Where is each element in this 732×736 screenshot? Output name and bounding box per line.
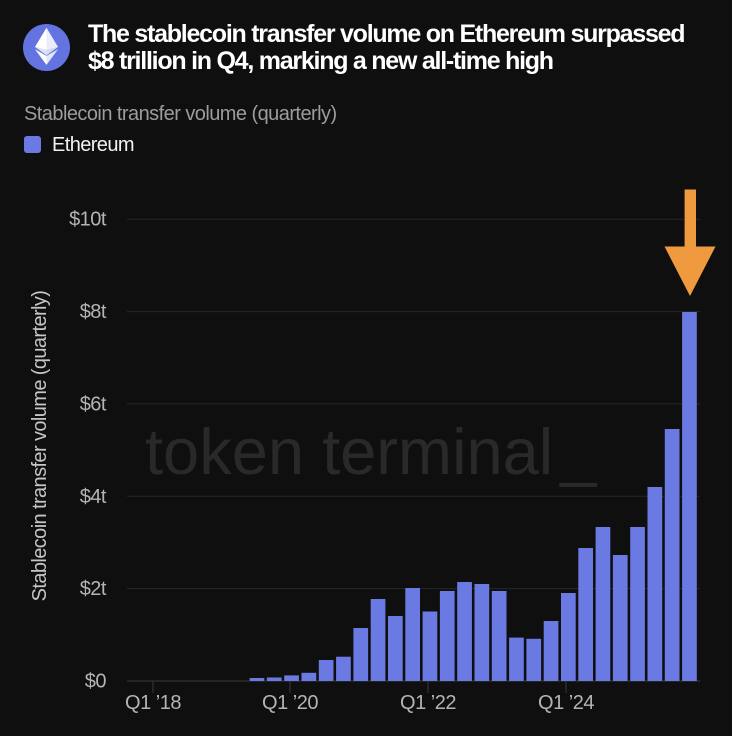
svg-text:$2t: $2t [80,578,107,600]
svg-text:Q1 ’18: Q1 ’18 [125,692,181,714]
svg-text:$10t: $10t [69,209,107,231]
svg-text:Q1 ’24: Q1 ’24 [538,692,594,714]
svg-text:Q1 ’22: Q1 ’22 [400,692,456,714]
svg-text:Stablecoin transfer volume (qu: Stablecoin transfer volume (quarterly) [29,291,51,602]
svg-text:$4t: $4t [80,486,107,508]
svg-text:token terminal_: token terminal _ [145,415,597,488]
svg-text:$0: $0 [85,671,107,693]
svg-text:$8t: $8t [80,301,107,323]
svg-text:$6t: $6t [80,393,107,415]
svg-text:Q1 ’20: Q1 ’20 [262,692,318,714]
